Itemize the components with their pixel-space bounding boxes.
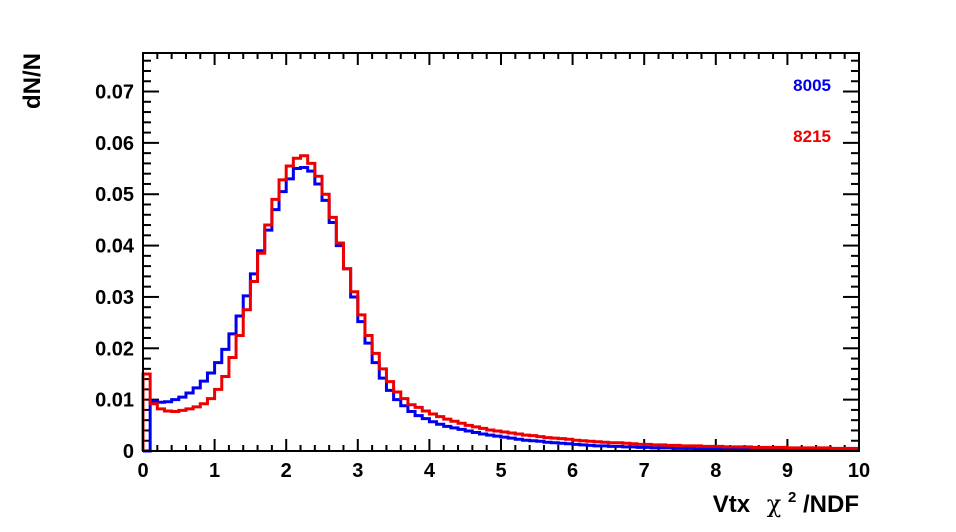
x-tick-label: 0 bbox=[137, 460, 148, 482]
x-tick-label: 1 bbox=[209, 460, 220, 482]
y-tick-label: 0.01 bbox=[95, 390, 134, 412]
x-axis-title-symbol: χ bbox=[767, 490, 782, 518]
y-tick-label: 0.06 bbox=[95, 133, 134, 155]
x-tick-label: 2 bbox=[281, 460, 292, 482]
x-axis-title-suffix: /NDF bbox=[803, 491, 859, 518]
y-tick-label: 0.05 bbox=[95, 184, 134, 206]
x-axis-title-prefix: Vtx bbox=[713, 491, 751, 518]
x-tick-label: 3 bbox=[352, 460, 363, 482]
x-tick-labels: 0 1 2 3 4 5 6 7 8 9 10 bbox=[137, 460, 870, 482]
series-8005-line bbox=[143, 166, 859, 453]
y-tick-label: 0.04 bbox=[95, 236, 135, 258]
y-tick-label: 0.03 bbox=[95, 287, 134, 309]
x-tick-label: 10 bbox=[848, 460, 870, 482]
x-tick-label: 8 bbox=[710, 460, 721, 482]
axis-ticks bbox=[142, 53, 860, 452]
legend: 8005 8215 bbox=[793, 76, 831, 146]
y-axis-title: dN/N bbox=[19, 53, 46, 109]
x-tick-label: 4 bbox=[424, 460, 436, 482]
x-tick-label: 7 bbox=[639, 460, 650, 482]
y-tick-label: 0.07 bbox=[95, 82, 134, 104]
x-axis-title: Vtx χ 2 /NDF bbox=[713, 481, 859, 518]
series-layer bbox=[141, 154, 859, 453]
plot-frame bbox=[142, 52, 860, 452]
y-tick-labels: 0 0.01 0.02 0.03 0.04 0.05 0.06 0.07 bbox=[95, 82, 135, 463]
x-tick-label: 6 bbox=[567, 460, 578, 482]
legend-entry-8215: 8215 bbox=[793, 127, 831, 146]
x-tick-label: 5 bbox=[495, 460, 506, 482]
y-tick-label: 0.02 bbox=[95, 338, 134, 360]
y-tick-label: 0 bbox=[123, 441, 134, 463]
legend-entry-8005: 8005 bbox=[793, 76, 831, 95]
series-8215-line bbox=[141, 154, 859, 451]
x-tick-label: 9 bbox=[782, 460, 793, 482]
x-axis-title-superscript: 2 bbox=[788, 489, 796, 506]
